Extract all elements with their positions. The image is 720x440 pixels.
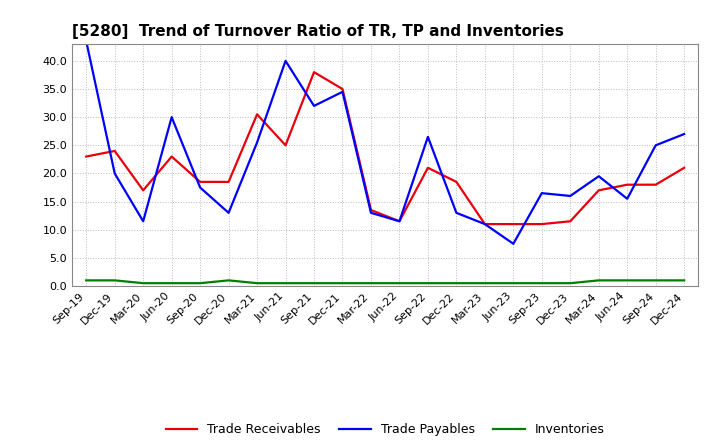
Trade Payables [595,174,603,179]
Inventories [423,281,432,286]
Inventories [452,281,461,286]
Text: [5280]  Trend of Turnover Ratio of TR, TP and Inventories: [5280] Trend of Turnover Ratio of TR, TP… [72,24,564,39]
Line: Trade Payables: Trade Payables [86,41,684,244]
Trade Payables [196,185,204,190]
Trade Receivables [680,165,688,170]
Trade Payables [225,210,233,216]
Trade Receivables [537,221,546,227]
Inventories [480,281,489,286]
Trade Receivables [253,112,261,117]
Inventories [595,278,603,283]
Line: Trade Receivables: Trade Receivables [86,72,684,224]
Inventories [310,281,318,286]
Trade Receivables [452,179,461,184]
Trade Payables [338,89,347,95]
Trade Receivables [282,143,290,148]
Trade Receivables [110,148,119,154]
Trade Receivables [480,221,489,227]
Trade Receivables [595,188,603,193]
Inventories [196,281,204,286]
Trade Receivables [225,179,233,184]
Inventories [82,278,91,283]
Inventories [680,278,688,283]
Trade Payables [509,241,518,246]
Inventories [366,281,375,286]
Trade Payables [139,219,148,224]
Trade Receivables [566,219,575,224]
Inventories [566,281,575,286]
Trade Payables [652,143,660,148]
Inventories [139,281,148,286]
Trade Payables [282,58,290,63]
Trade Receivables [366,207,375,213]
Trade Receivables [509,221,518,227]
Trade Payables [366,210,375,216]
Trade Receivables [139,188,148,193]
Trade Payables [395,219,404,224]
Inventories [623,278,631,283]
Inventories [282,281,290,286]
Trade Payables [167,114,176,120]
Trade Payables [452,210,461,216]
Legend: Trade Receivables, Trade Payables, Inventories: Trade Receivables, Trade Payables, Inven… [161,418,610,440]
Line: Inventories: Inventories [86,280,684,283]
Trade Receivables [395,219,404,224]
Trade Payables [310,103,318,109]
Inventories [253,281,261,286]
Trade Receivables [82,154,91,159]
Trade Receivables [423,165,432,170]
Trade Receivables [167,154,176,159]
Trade Payables [110,171,119,176]
Trade Receivables [310,70,318,75]
Inventories [537,281,546,286]
Trade Payables [253,140,261,145]
Inventories [167,281,176,286]
Inventories [338,281,347,286]
Inventories [509,281,518,286]
Trade Payables [82,39,91,44]
Trade Receivables [196,179,204,184]
Inventories [395,281,404,286]
Trade Payables [423,134,432,139]
Trade Receivables [338,86,347,92]
Trade Payables [680,132,688,137]
Inventories [225,278,233,283]
Inventories [110,278,119,283]
Trade Payables [623,196,631,202]
Trade Payables [537,191,546,196]
Inventories [652,278,660,283]
Trade Receivables [652,182,660,187]
Trade Payables [566,193,575,198]
Trade Receivables [623,182,631,187]
Trade Payables [480,221,489,227]
